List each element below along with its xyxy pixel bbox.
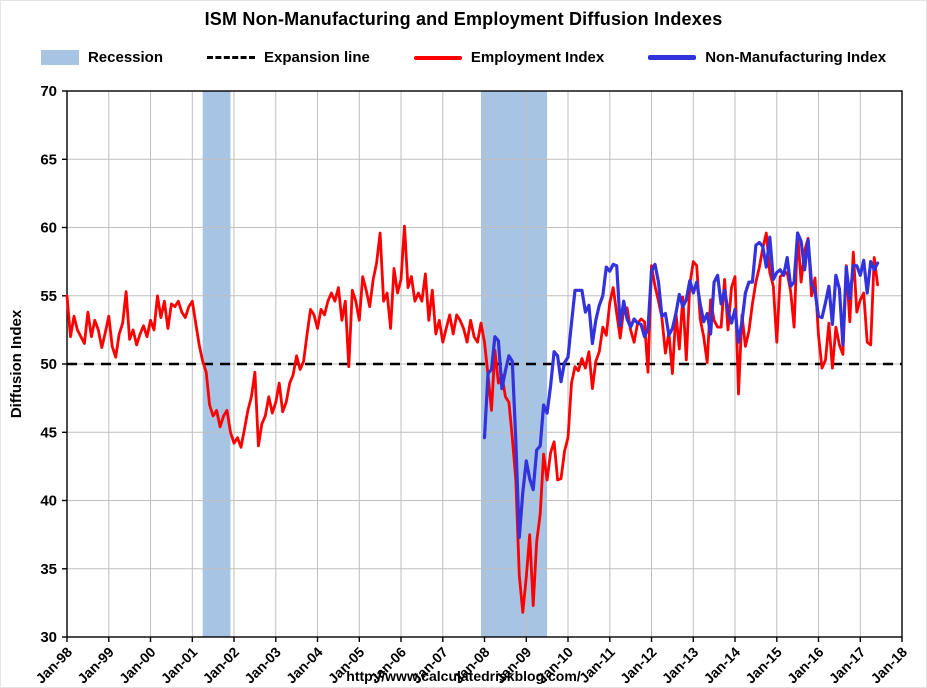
legend-label-employment: Employment Index: [470, 49, 605, 66]
y-tick-label: 40: [40, 493, 57, 510]
legend-label-expansion: Expansion line: [264, 49, 370, 66]
non-manufacturing-line: [482, 231, 880, 539]
legend-label-recession: Recession: [87, 49, 163, 66]
employment-line: [65, 224, 879, 614]
y-axis-title: Diffusion Index: [8, 309, 25, 418]
source-url: http://www.calculatedriskblog.com/: [346, 668, 581, 684]
y-tick-label: 70: [40, 83, 57, 100]
y-tick-label: 45: [40, 424, 57, 441]
employment-swatch-icon: [413, 55, 462, 60]
non-manufacturing-swatch-icon: [648, 55, 697, 60]
legend: Recession Expansion line Employment Inde…: [1, 49, 926, 66]
y-tick-label: 60: [40, 220, 57, 237]
legend-item-recession: Recession: [40, 49, 163, 66]
y-tick-label: 30: [40, 629, 57, 646]
legend-label-non-manufacturing: Non-Manufacturing Index: [705, 49, 887, 66]
y-tick-label: 65: [40, 151, 57, 168]
legend-item-employment: Employment Index: [413, 49, 605, 66]
legend-item-non-manufacturing: Non-Manufacturing Index: [648, 49, 886, 66]
chart-title: ISM Non-Manufacturing and Employment Dif…: [204, 9, 723, 29]
y-tick-label: 35: [40, 561, 57, 578]
legend-item-expansion: Expansion line: [207, 49, 370, 66]
recession-swatch-icon: [40, 50, 79, 65]
y-tick-label: 50: [40, 356, 57, 373]
expansion-line-swatch-icon: [207, 56, 255, 59]
y-tick-label: 55: [40, 288, 57, 305]
